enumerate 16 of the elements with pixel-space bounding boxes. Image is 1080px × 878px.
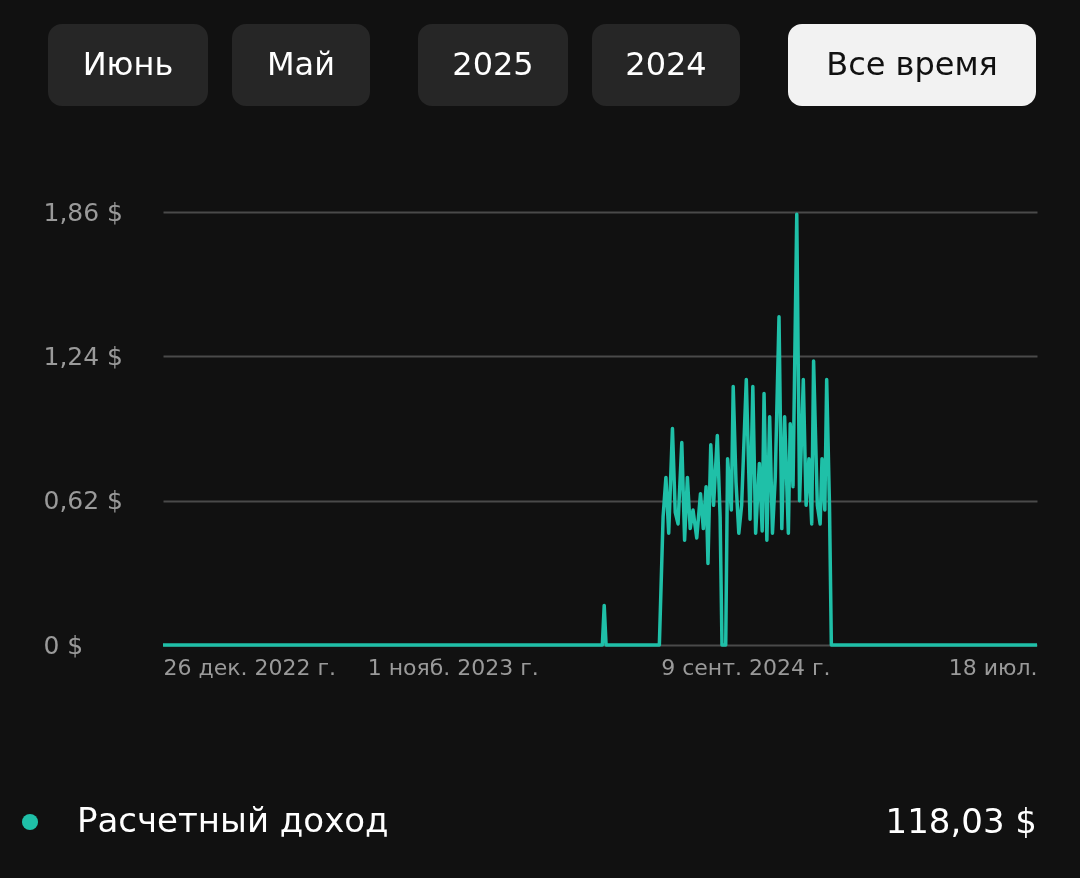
- x-tick-label: 26 дек. 2022 г.: [163, 654, 337, 680]
- line-series: [161, 212, 1039, 647]
- text: Май: [266, 45, 336, 83]
- legend-label: Расчетный доход: [77, 800, 389, 840]
- text: Июнь: [82, 45, 174, 83]
- y-tick-label: 1,24 $: [43, 341, 124, 371]
- text: Все время: [826, 45, 998, 83]
- text: 2025: [452, 45, 534, 83]
- text: 2024: [625, 45, 707, 83]
- y-tick-label: 0 $: [43, 630, 84, 660]
- text: 118,03 $: [885, 801, 1037, 841]
- y-tick-label: 0,62 $: [43, 486, 124, 516]
- x-tick-label: 18 июл.: [948, 654, 1038, 680]
- x-tick-label: 9 сент. 2024 г.: [661, 654, 831, 680]
- y-tick-label: 1,86 $: [43, 197, 124, 227]
- x-tick-label: 1 нояб. 2023 г.: [367, 654, 539, 680]
